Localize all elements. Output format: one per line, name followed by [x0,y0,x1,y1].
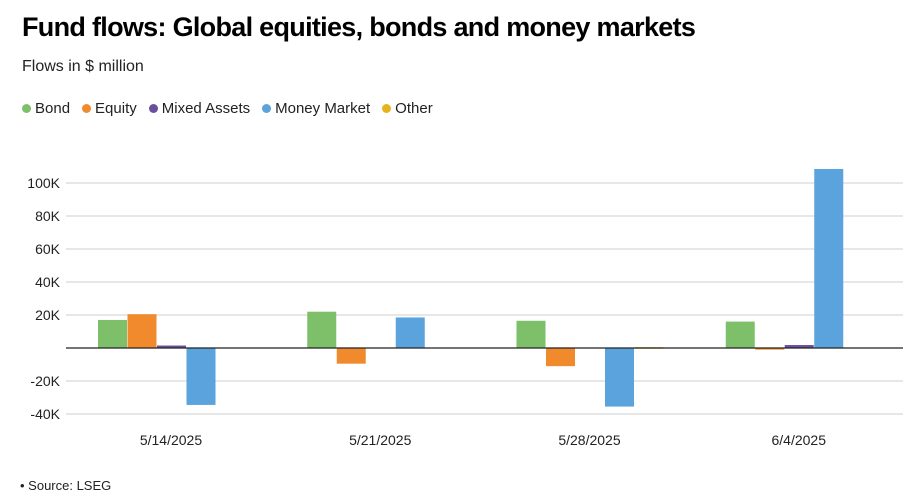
bar-equity-3 [755,348,785,350]
bar-money-market-3 [814,168,844,348]
y-tick-label: -20K [30,373,60,389]
chart-subtitle: Flows in $ million [22,58,144,75]
x-tick-label: 5/14/2025 [140,432,202,448]
legend-label: Other [395,100,433,117]
y-tick-label: 100K [27,175,60,191]
y-tick-label: 80K [35,208,61,224]
bar-money-market-1 [395,317,425,348]
y-tick-label: 40K [35,274,61,290]
legend-marker [382,104,392,113]
x-tick-label: 5/21/2025 [349,432,411,448]
bar-bond-3 [725,321,755,348]
x-tick-label: 5/28/2025 [558,432,620,448]
y-tick-label: 60K [35,241,61,257]
bar-bond-0 [98,319,127,348]
legend-item-money-market: Money Market [262,100,370,117]
bar-money-market-0 [186,348,216,405]
bar-mixed-assets-0 [157,345,186,348]
bar-equity-1 [336,348,366,364]
chart-title: Fund flows: Global equities, bonds and m… [22,12,696,42]
legend-label: Money Market [275,100,371,117]
bars [98,168,844,407]
legend-item-other: Other [382,100,433,117]
legend-label: Bond [35,100,71,117]
legend-item-mixed-assets: Mixed Assets [148,100,251,117]
legend-marker [262,104,272,113]
y-tick-label: -40K [30,406,60,422]
legend-marker [148,104,158,113]
legend-marker [82,104,92,113]
y-tick-label: 20K [35,307,61,323]
legend-item-bond: Bond [22,100,70,117]
bar-mixed-assets-3 [784,345,814,348]
legend-item-equity: Equity [82,100,137,117]
legend-label: Equity [95,100,137,117]
bar-chart: 100K 80K 60K 40K 20K -20K -40K 5/14/2025 5/21/20… [27,168,903,448]
grid-lines [66,182,903,415]
bar-equity-0 [127,314,157,348]
bar-money-market-2 [605,348,634,407]
chart-legend: Bond Equity Mixed Assets Money Market Other [22,100,433,117]
bar-equity-2 [546,348,575,367]
axes: 100K 80K 60K 40K 20K -20K -40K 5/14/2025 5/21/20… [27,175,903,448]
legend-marker [22,104,31,113]
x-tick-label: 6/4/2025 [772,432,827,448]
legend-label: Mixed Assets [161,100,251,117]
bar-bond-1 [307,311,337,348]
bar-bond-2 [516,320,546,348]
source-note: • Source: LSEG [20,478,112,493]
